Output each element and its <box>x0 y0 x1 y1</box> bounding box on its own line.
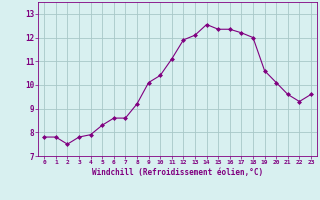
X-axis label: Windchill (Refroidissement éolien,°C): Windchill (Refroidissement éolien,°C) <box>92 168 263 177</box>
